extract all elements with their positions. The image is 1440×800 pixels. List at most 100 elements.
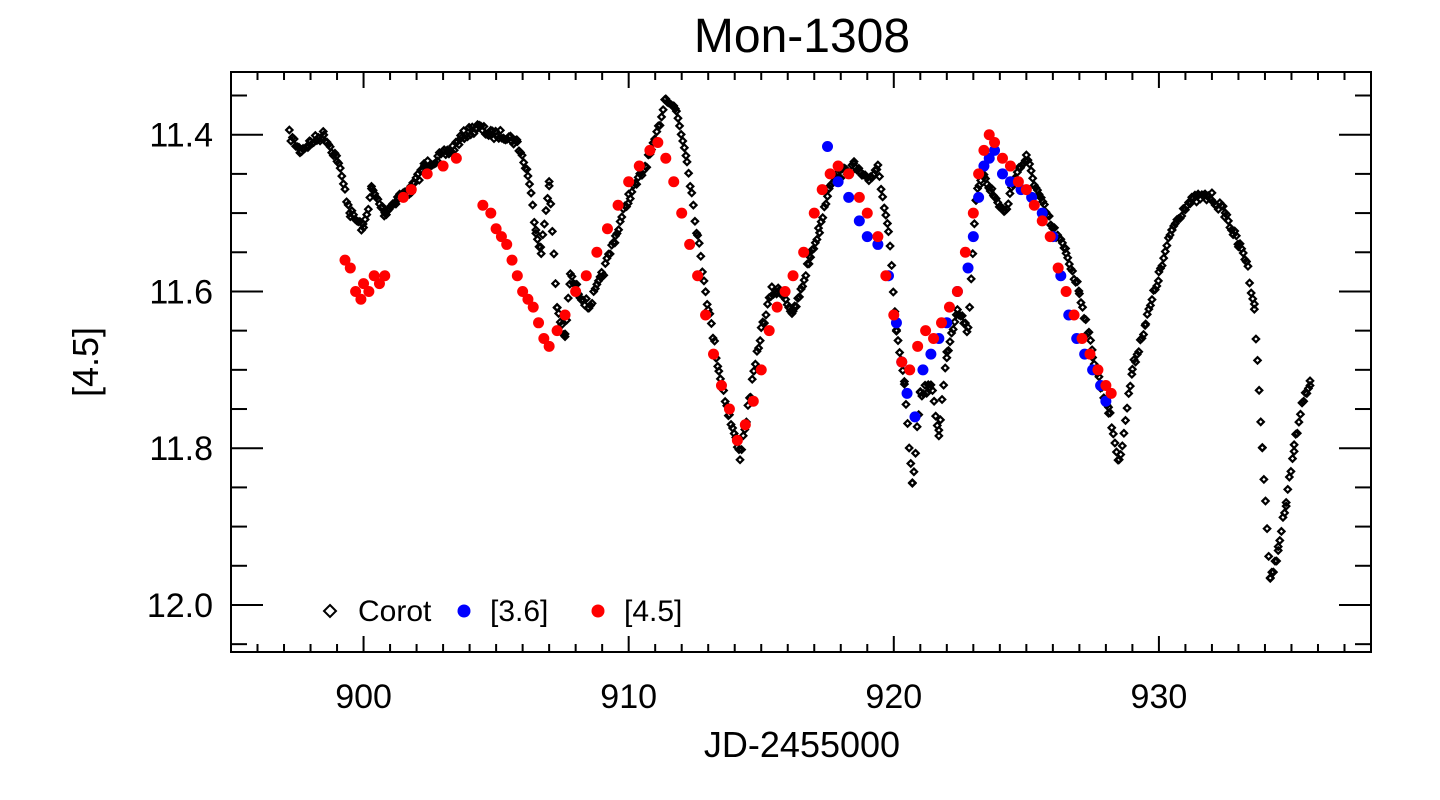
ch2-point (1028, 199, 1040, 211)
corot-point (927, 385, 938, 396)
corot-point (766, 291, 776, 302)
corot-point (1244, 278, 1255, 288)
ch2-point (943, 301, 955, 313)
corot-point (877, 192, 888, 202)
ch1-point (989, 144, 1001, 156)
corot-point (676, 129, 686, 140)
corot-point (1067, 266, 1078, 276)
corot-point (1251, 334, 1261, 344)
ch2-point (808, 207, 820, 219)
ch2-point (450, 152, 462, 164)
corot-point (1286, 466, 1296, 477)
corot-point (930, 411, 941, 421)
corot-point (1125, 381, 1136, 391)
ch2-point (373, 278, 385, 290)
corot-point (750, 359, 761, 369)
corot-point (735, 455, 745, 465)
x-tick-label: 910 (600, 678, 657, 716)
corot-point (1273, 545, 1283, 556)
corot-point (682, 157, 692, 167)
ch2-point (715, 380, 727, 392)
corot-point (538, 229, 548, 240)
corot-point (812, 234, 822, 245)
corot-point (1074, 288, 1085, 299)
corot-point (1295, 409, 1306, 420)
corot-point (888, 287, 899, 297)
corot-point (303, 142, 313, 153)
corot-point (1284, 472, 1295, 482)
corot-point (902, 418, 913, 429)
ch2-point (1004, 160, 1016, 172)
ch2-point (355, 293, 367, 305)
corot-point (1127, 369, 1137, 379)
corot-point (542, 193, 553, 204)
ch2-point (490, 223, 502, 235)
corot-point (1294, 417, 1304, 427)
ch2-point (559, 309, 571, 321)
corot-point (1084, 327, 1094, 338)
ch2-point (928, 332, 940, 344)
corot-point (1292, 428, 1303, 439)
corot-point (363, 204, 374, 214)
plot-frame (230, 71, 1372, 653)
corot-point (906, 458, 916, 469)
ch2-point (358, 278, 370, 290)
corot-point (1026, 166, 1036, 176)
corot-point (531, 225, 541, 235)
corot-point (1289, 446, 1299, 457)
ch2-point (763, 325, 775, 337)
ch1-point (843, 191, 855, 203)
corot-point (465, 129, 476, 140)
ch2-point (708, 348, 720, 360)
corot-point (1276, 526, 1287, 537)
corot-point (1039, 199, 1050, 210)
ch1-point (1100, 395, 1112, 407)
corot-point (1249, 304, 1260, 314)
corot-point (335, 163, 345, 173)
corot-point (1243, 261, 1253, 272)
ch2-point (397, 191, 409, 203)
corot-point (753, 343, 764, 353)
corot-point (934, 431, 944, 441)
corot-point (361, 209, 372, 220)
ch2-point (495, 231, 507, 243)
corot-point (1273, 541, 1283, 552)
series-3 (339, 129, 1117, 446)
ch1-point (978, 160, 990, 172)
corot-point (794, 292, 805, 302)
corot-point (882, 218, 893, 229)
corot-point (910, 448, 921, 459)
ch2-point (832, 160, 844, 172)
legend-symbol (591, 604, 605, 618)
y-tick-label: 11.6 (149, 273, 213, 311)
ch2-point (485, 207, 497, 219)
ch2-point (872, 231, 884, 243)
corot-point (1024, 159, 1035, 169)
corot-point (802, 259, 813, 269)
corot-point (1130, 357, 1141, 367)
corot-point (652, 126, 662, 137)
corot-point (1122, 403, 1132, 413)
ch2-point (723, 403, 735, 415)
ch2-point (660, 152, 672, 164)
corot-point (885, 241, 895, 251)
corot-point (1140, 319, 1151, 329)
ch2-point (996, 152, 1008, 164)
ch2-point (920, 325, 932, 337)
corot-point (1077, 302, 1088, 313)
corot-point (1119, 428, 1129, 439)
ch2-point (405, 184, 417, 196)
x-axis-label: JD-2455000 (704, 724, 900, 765)
corot-point (545, 199, 556, 209)
corot-point (714, 366, 724, 376)
corot-point (343, 200, 353, 210)
corot-point (587, 298, 597, 309)
ch2-point (936, 317, 948, 329)
ch1-point (909, 411, 921, 423)
ch1-point (872, 238, 884, 250)
ch2-point (989, 137, 1001, 149)
corot-point (747, 374, 757, 385)
corot-point (1138, 329, 1149, 340)
corot-point (1268, 567, 1279, 577)
ch2-point (527, 301, 539, 313)
